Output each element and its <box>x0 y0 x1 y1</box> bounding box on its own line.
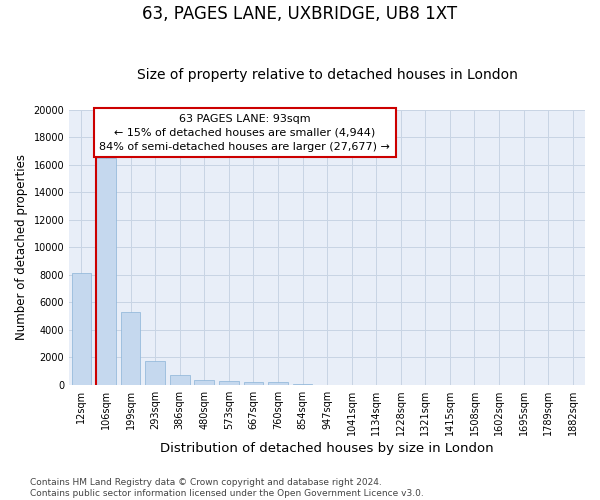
Bar <box>121 312 140 384</box>
Bar <box>71 274 91 384</box>
Bar <box>244 382 263 384</box>
Bar <box>194 380 214 384</box>
Bar <box>145 360 165 384</box>
Bar <box>170 375 190 384</box>
Bar <box>219 381 239 384</box>
Text: 63, PAGES LANE, UXBRIDGE, UB8 1XT: 63, PAGES LANE, UXBRIDGE, UB8 1XT <box>142 5 458 23</box>
Title: Size of property relative to detached houses in London: Size of property relative to detached ho… <box>137 68 518 82</box>
Text: Contains HM Land Registry data © Crown copyright and database right 2024.
Contai: Contains HM Land Registry data © Crown c… <box>30 478 424 498</box>
X-axis label: Distribution of detached houses by size in London: Distribution of detached houses by size … <box>160 442 494 455</box>
Text: 63 PAGES LANE: 93sqm
← 15% of detached houses are smaller (4,944)
84% of semi-de: 63 PAGES LANE: 93sqm ← 15% of detached h… <box>99 114 390 152</box>
Bar <box>96 158 116 384</box>
Bar <box>268 382 288 384</box>
Y-axis label: Number of detached properties: Number of detached properties <box>15 154 28 340</box>
